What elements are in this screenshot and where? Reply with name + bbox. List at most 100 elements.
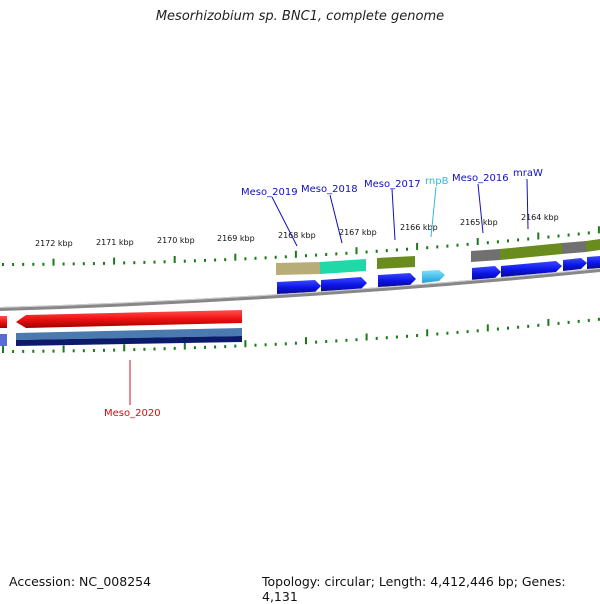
inner-tick bbox=[537, 323, 540, 327]
outer-tick bbox=[315, 253, 318, 257]
outer-tick bbox=[32, 262, 35, 266]
scale-label-2164: 2164 kbp bbox=[521, 213, 559, 222]
inner-tick bbox=[466, 330, 469, 334]
leader-mraw bbox=[526, 178, 529, 230]
inner-tick bbox=[315, 340, 318, 344]
outer-tick bbox=[466, 242, 469, 246]
outer-tick bbox=[22, 262, 25, 266]
gene-next-2 bbox=[587, 256, 600, 269]
inner-tick bbox=[193, 346, 196, 350]
label-leaders bbox=[129, 178, 529, 405]
leader-meso-2018 bbox=[329, 194, 343, 244]
inner-tick bbox=[62, 345, 65, 353]
outer-tick bbox=[325, 253, 328, 256]
gene-label-meso-2018: Meso_2018 bbox=[301, 184, 358, 195]
inner-tick bbox=[517, 325, 520, 329]
scale-label-2165: 2165 kbp bbox=[460, 218, 498, 227]
outer-tick bbox=[52, 258, 55, 266]
outer-tick bbox=[82, 262, 85, 266]
inner-tick bbox=[254, 343, 257, 347]
outer-tick bbox=[355, 247, 358, 255]
inner-tick bbox=[597, 317, 600, 321]
outer-tick bbox=[527, 237, 530, 241]
outer-tick bbox=[254, 256, 257, 260]
gene-left-partial bbox=[0, 316, 7, 328]
inner-tick bbox=[204, 345, 206, 349]
outer-tick bbox=[163, 260, 166, 264]
inner-tick bbox=[416, 334, 419, 337]
outer-tick bbox=[446, 244, 449, 248]
inner-tick bbox=[476, 329, 479, 333]
inner-tick bbox=[224, 345, 227, 349]
inner-tick bbox=[355, 338, 358, 342]
outer-tick bbox=[385, 249, 388, 253]
page-title: Mesorhizobium sp. BNC1, complete genome bbox=[155, 9, 445, 24]
outer-tick bbox=[224, 258, 227, 262]
gene-label-meso-2020: Meso_2020 bbox=[104, 408, 161, 419]
outer-tick bbox=[133, 261, 136, 265]
inner-tick bbox=[345, 338, 348, 342]
outer-tick bbox=[507, 239, 509, 243]
inner-tick-row bbox=[2, 317, 600, 353]
outer-tick-row bbox=[2, 226, 600, 266]
outer-tick bbox=[537, 232, 540, 240]
inner-tick bbox=[22, 349, 25, 353]
outer-tick bbox=[406, 247, 408, 251]
gene-label-rnpb: rnpB bbox=[425, 176, 449, 187]
gene-meso-2020 bbox=[16, 310, 242, 328]
inner-tick bbox=[587, 318, 590, 322]
outer-tick bbox=[305, 254, 307, 258]
outer-tick bbox=[204, 258, 206, 262]
outer-tick bbox=[456, 243, 459, 247]
inner-tick bbox=[214, 345, 217, 349]
gene-mraw bbox=[501, 261, 562, 277]
inner-tick bbox=[527, 324, 530, 328]
outer-tick bbox=[567, 233, 570, 237]
outer-tick bbox=[486, 241, 489, 245]
outer-tick bbox=[496, 240, 499, 244]
gene-meso-2016 bbox=[472, 266, 501, 280]
category-block-navy bbox=[16, 336, 242, 346]
outer-tick bbox=[214, 258, 217, 262]
outer-tick bbox=[426, 246, 429, 250]
outer-tick bbox=[517, 238, 520, 242]
inner-tick bbox=[2, 346, 4, 353]
outer-tick bbox=[113, 257, 116, 265]
leader-meso-2016 bbox=[477, 183, 484, 234]
outer-tick bbox=[547, 235, 550, 239]
category-block-khaki bbox=[276, 262, 320, 275]
scale-label-2166: 2166 kbp bbox=[400, 223, 438, 232]
outer-tick bbox=[577, 232, 580, 236]
outer-tick bbox=[62, 262, 65, 266]
inner-tick bbox=[426, 329, 429, 337]
category-block-olive-2 bbox=[500, 243, 562, 260]
inner-tick bbox=[92, 349, 95, 352]
category-block-olive-1 bbox=[377, 256, 415, 269]
inner-tick bbox=[577, 319, 580, 323]
gene-next-1 bbox=[563, 258, 587, 271]
inner-tick bbox=[234, 344, 237, 348]
category-block-olive-3 bbox=[586, 239, 600, 252]
leader-meso-2017 bbox=[391, 188, 396, 241]
outer-tick bbox=[72, 262, 75, 266]
inner-tick bbox=[82, 349, 85, 353]
inner-tick bbox=[153, 347, 156, 351]
outer-tick bbox=[375, 249, 378, 253]
inner-tick bbox=[183, 342, 186, 350]
scale-label-2170: 2170 kbp bbox=[157, 236, 195, 245]
gene-rnpb bbox=[422, 270, 445, 283]
inner-tick bbox=[395, 335, 398, 339]
inner-tick bbox=[365, 333, 368, 341]
outer-tick bbox=[123, 261, 126, 265]
reverse-strand-genes bbox=[0, 310, 242, 328]
outer-tick bbox=[294, 250, 297, 258]
inner-tick bbox=[52, 349, 55, 353]
inner-tick bbox=[284, 342, 287, 346]
outer-tick bbox=[395, 248, 398, 252]
outer-tick bbox=[284, 255, 287, 259]
gene-label-meso-2019: Meso_2019 bbox=[241, 187, 298, 198]
outer-tick bbox=[416, 242, 419, 250]
inner-tick bbox=[103, 348, 105, 352]
outer-tick bbox=[42, 262, 45, 266]
leader-rnpb bbox=[430, 186, 437, 238]
